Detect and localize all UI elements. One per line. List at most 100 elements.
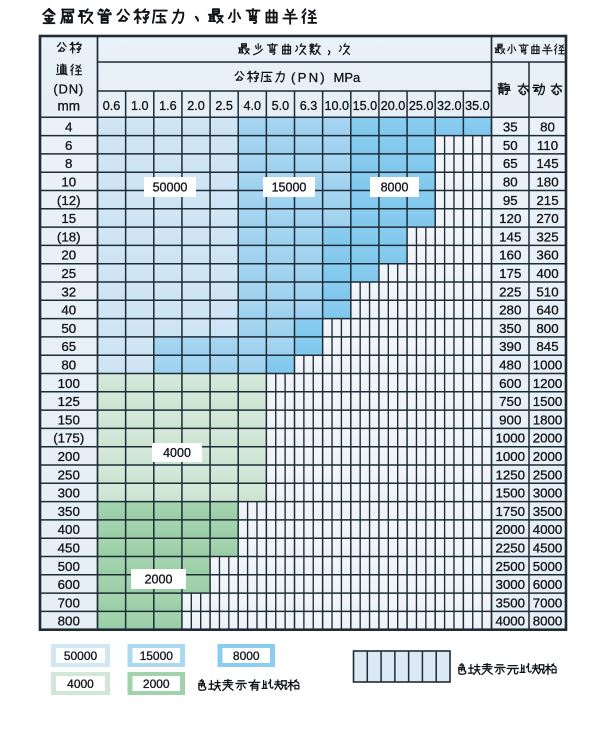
svg-text:35: 35 bbox=[503, 120, 518, 135]
svg-text:700: 700 bbox=[58, 595, 80, 610]
svg-text:10.0: 10.0 bbox=[324, 99, 349, 113]
svg-text:6000: 6000 bbox=[533, 577, 563, 592]
svg-text:200: 200 bbox=[58, 449, 80, 464]
svg-text:400: 400 bbox=[536, 266, 558, 281]
svg-text:640: 640 bbox=[536, 303, 558, 318]
svg-text:(12): (12) bbox=[57, 193, 81, 208]
svg-text:80: 80 bbox=[503, 174, 518, 189]
svg-text:7000: 7000 bbox=[533, 595, 563, 610]
svg-text:25.0: 25.0 bbox=[409, 99, 434, 113]
svg-text:50000: 50000 bbox=[64, 649, 98, 663]
svg-text:2.0: 2.0 bbox=[187, 99, 205, 113]
svg-text:2000: 2000 bbox=[145, 572, 173, 586]
svg-text:6: 6 bbox=[65, 138, 72, 153]
svg-text:510: 510 bbox=[536, 284, 558, 299]
svg-text:225: 225 bbox=[499, 284, 521, 299]
svg-text:15.0: 15.0 bbox=[353, 99, 378, 113]
svg-text:MPa: MPa bbox=[334, 70, 362, 85]
svg-text:600: 600 bbox=[58, 577, 80, 592]
svg-text:900: 900 bbox=[499, 412, 521, 427]
svg-text:10: 10 bbox=[61, 174, 76, 189]
svg-text:480: 480 bbox=[499, 357, 521, 372]
svg-text:3500: 3500 bbox=[533, 504, 563, 519]
svg-text:15000: 15000 bbox=[140, 649, 174, 663]
svg-text:360: 360 bbox=[536, 248, 558, 263]
svg-text:350: 350 bbox=[58, 504, 80, 519]
svg-text:65: 65 bbox=[503, 156, 518, 171]
svg-text:175: 175 bbox=[499, 266, 521, 281]
svg-text:600: 600 bbox=[499, 376, 521, 391]
svg-text:160: 160 bbox=[499, 248, 521, 263]
svg-text:(175): (175) bbox=[53, 431, 84, 446]
svg-text:8000: 8000 bbox=[233, 649, 260, 663]
svg-text:145: 145 bbox=[536, 156, 558, 171]
svg-text:mm: mm bbox=[58, 99, 81, 114]
svg-text:8: 8 bbox=[65, 156, 72, 171]
svg-text:1800: 1800 bbox=[533, 412, 563, 427]
svg-text:1500: 1500 bbox=[533, 394, 563, 409]
svg-text:(PN): (PN) bbox=[291, 70, 327, 85]
svg-text:125: 125 bbox=[58, 394, 80, 409]
svg-text:35.0: 35.0 bbox=[465, 99, 490, 113]
svg-text:4000: 4000 bbox=[67, 677, 94, 691]
svg-text:4500: 4500 bbox=[533, 540, 563, 555]
svg-text:215: 215 bbox=[536, 193, 558, 208]
svg-text:2000: 2000 bbox=[143, 677, 170, 691]
svg-text:400: 400 bbox=[58, 522, 80, 537]
svg-text:40: 40 bbox=[61, 303, 76, 318]
svg-text:1200: 1200 bbox=[533, 376, 563, 391]
svg-text:5.0: 5.0 bbox=[272, 99, 290, 113]
svg-text:350: 350 bbox=[499, 321, 521, 336]
svg-text:450: 450 bbox=[58, 540, 80, 555]
svg-text:25: 25 bbox=[61, 266, 76, 281]
svg-text:280: 280 bbox=[499, 303, 521, 318]
svg-text:3000: 3000 bbox=[495, 577, 525, 592]
svg-text:1.0: 1.0 bbox=[131, 99, 149, 113]
svg-text:250: 250 bbox=[58, 467, 80, 482]
svg-text:120: 120 bbox=[499, 211, 521, 226]
svg-text:2000: 2000 bbox=[533, 431, 563, 446]
svg-text:4000: 4000 bbox=[495, 614, 525, 629]
svg-text:325: 325 bbox=[536, 229, 558, 244]
svg-text:845: 845 bbox=[536, 339, 558, 354]
svg-text:3500: 3500 bbox=[495, 595, 525, 610]
svg-text:1000: 1000 bbox=[495, 431, 525, 446]
svg-text:80: 80 bbox=[540, 120, 555, 135]
svg-text:4000: 4000 bbox=[533, 522, 563, 537]
svg-text:1250: 1250 bbox=[495, 467, 525, 482]
svg-text:500: 500 bbox=[58, 559, 80, 574]
svg-text:180: 180 bbox=[536, 174, 558, 189]
svg-text:390: 390 bbox=[499, 339, 521, 354]
svg-text:1750: 1750 bbox=[495, 504, 525, 519]
svg-text:15000: 15000 bbox=[272, 180, 307, 194]
svg-text:32: 32 bbox=[61, 284, 76, 299]
svg-text:4: 4 bbox=[65, 120, 72, 135]
svg-text:4.0: 4.0 bbox=[244, 99, 262, 113]
svg-text:270: 270 bbox=[536, 211, 558, 226]
svg-text:5000: 5000 bbox=[533, 559, 563, 574]
svg-text:100: 100 bbox=[58, 376, 80, 391]
svg-text:2000: 2000 bbox=[533, 449, 563, 464]
svg-text:1000: 1000 bbox=[533, 357, 563, 372]
svg-text:800: 800 bbox=[58, 614, 80, 629]
svg-text:20: 20 bbox=[61, 248, 76, 263]
svg-text:65: 65 bbox=[61, 339, 76, 354]
svg-text:8000: 8000 bbox=[381, 180, 409, 194]
svg-text:300: 300 bbox=[58, 486, 80, 501]
svg-text:2500: 2500 bbox=[533, 467, 563, 482]
svg-text:800: 800 bbox=[536, 321, 558, 336]
svg-text:(18): (18) bbox=[57, 229, 81, 244]
svg-text:20.0: 20.0 bbox=[381, 99, 406, 113]
svg-text:4000: 4000 bbox=[163, 446, 191, 460]
svg-text:145: 145 bbox=[499, 229, 521, 244]
svg-text:150: 150 bbox=[58, 412, 80, 427]
svg-text:50: 50 bbox=[61, 321, 76, 336]
svg-text:6.3: 6.3 bbox=[300, 99, 318, 113]
svg-text:750: 750 bbox=[499, 394, 521, 409]
svg-text:2500: 2500 bbox=[495, 559, 525, 574]
svg-text:110: 110 bbox=[537, 138, 558, 153]
svg-text:2000: 2000 bbox=[495, 522, 525, 537]
svg-text:15: 15 bbox=[61, 211, 76, 226]
svg-text:50000: 50000 bbox=[153, 180, 188, 194]
svg-text:80: 80 bbox=[61, 357, 76, 372]
